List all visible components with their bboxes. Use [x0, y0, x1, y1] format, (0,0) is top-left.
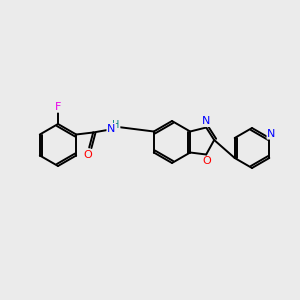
Text: F: F — [55, 102, 61, 112]
Text: N: N — [202, 116, 210, 127]
Text: O: O — [203, 157, 212, 166]
Text: H: H — [112, 119, 120, 130]
Text: O: O — [84, 149, 93, 160]
Text: N: N — [107, 124, 116, 134]
Text: N: N — [267, 129, 275, 139]
